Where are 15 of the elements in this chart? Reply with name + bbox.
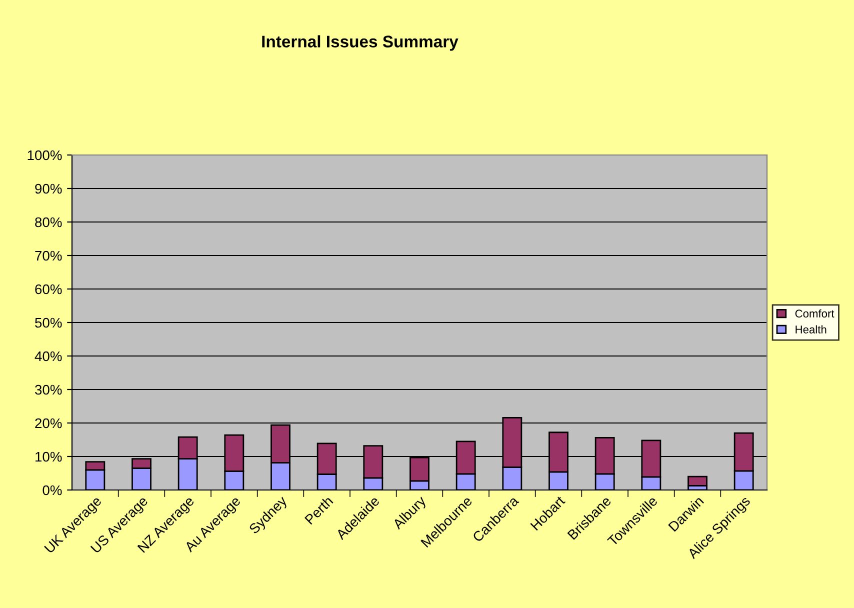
y-tick-label: 40% — [34, 351, 62, 362]
y-tick-label: 50% — [35, 318, 62, 328]
y-tick-label: 80% — [35, 217, 62, 228]
legend-label: Comfort — [795, 309, 834, 318]
y-tick-label: 10% — [36, 452, 62, 462]
y-tick-label: 0% — [42, 485, 62, 496]
chart-title: Internal Issues Summary — [262, 35, 458, 51]
y-tick-label: 60% — [35, 284, 62, 294]
legend-label: Health — [796, 325, 826, 334]
y-tick-label: 100% — [28, 150, 62, 160]
y-tick-label: 20% — [35, 418, 62, 428]
y-tick-label: 70% — [35, 250, 62, 261]
y-tick-label: 30% — [35, 384, 62, 395]
bar — [688, 476, 708, 486]
y-tick-label: 90% — [35, 184, 62, 194]
